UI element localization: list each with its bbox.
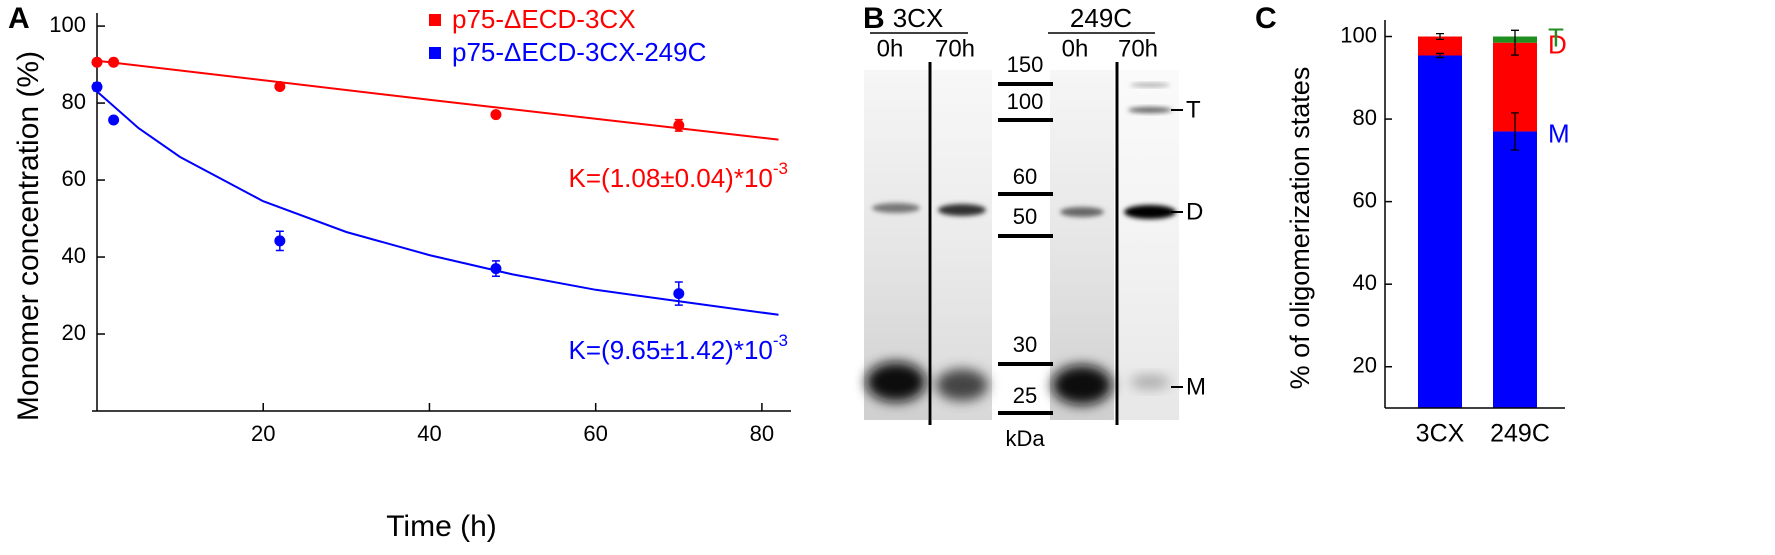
ladder-band <box>998 192 1053 196</box>
series-label: T <box>1548 22 1564 52</box>
annotation-sup: -3 <box>773 331 788 350</box>
band <box>1130 375 1170 389</box>
bar-segment <box>1493 131 1537 408</box>
legend-label: p75-ΔECD-3CX-249C <box>452 37 706 67</box>
lane-label: 70h <box>935 35 975 62</box>
x-tick-label: 40 <box>417 421 441 446</box>
ladder-unit: kDa <box>1005 426 1045 451</box>
x-tick-label: 3CX <box>1416 420 1465 448</box>
data-point <box>490 109 502 121</box>
ladder-label: 25 <box>1013 383 1037 408</box>
data-point <box>108 114 120 126</box>
y-tick-label: 20 <box>1353 353 1377 378</box>
series-label: D <box>1548 30 1567 60</box>
data-point <box>274 81 286 93</box>
panel-label: A <box>8 2 30 35</box>
x-tick-label: 20 <box>251 421 275 446</box>
annotation-text: K=(1.08±0.04)*10 <box>569 163 773 193</box>
lane-label: 0h <box>1062 35 1089 62</box>
group-label: 3CX <box>893 3 944 33</box>
lane <box>1050 70 1114 420</box>
y-tick-label: 40 <box>62 243 86 268</box>
lane-label: 0h <box>877 35 904 62</box>
legend-label: p75-ΔECD-3CX <box>452 4 636 34</box>
annotation-sup: -3 <box>773 159 788 178</box>
annotation: K=(9.65±1.42)*10-3 <box>569 331 788 364</box>
y-tick-label: 60 <box>62 166 86 191</box>
band-label: M <box>1186 373 1206 400</box>
lane <box>932 70 992 420</box>
x-axis-label: Time (h) <box>386 510 497 543</box>
band <box>936 369 988 401</box>
ladder-label: 150 <box>1007 52 1044 77</box>
ladder-band <box>998 118 1053 122</box>
gel: B 3CX 0h 70h 249C 0h 70h <box>863 2 1206 451</box>
data-point <box>108 56 120 68</box>
ladder-band <box>998 411 1053 415</box>
data-point <box>673 119 685 131</box>
error-bar <box>1511 29 1519 56</box>
panel-label: C <box>1255 2 1277 35</box>
band <box>872 203 920 213</box>
ladder-band <box>998 82 1053 86</box>
ladder-band <box>998 234 1053 238</box>
legend-swatch <box>429 47 441 59</box>
band <box>1124 205 1176 219</box>
ladder-band <box>998 362 1053 366</box>
bar-segment <box>1418 36 1462 56</box>
panel-label: B <box>863 2 885 35</box>
lane <box>1119 70 1179 420</box>
data-point <box>91 56 103 68</box>
x-tick-label: 60 <box>583 421 607 446</box>
band <box>1130 83 1170 87</box>
band <box>1052 365 1112 405</box>
data-point <box>91 81 103 93</box>
band <box>1060 207 1104 217</box>
series-label: M <box>1548 118 1570 148</box>
data-point <box>673 288 685 300</box>
x-tick-label: 80 <box>750 421 774 446</box>
error-bar <box>1436 32 1444 41</box>
y-tick-label: 80 <box>1353 105 1377 130</box>
ladder-label: 50 <box>1013 204 1037 229</box>
band <box>1128 107 1172 113</box>
fit-line <box>96 59 779 141</box>
annotation: K=(1.08±0.04)*10-3 <box>569 159 788 192</box>
lane-label: 70h <box>1118 35 1158 62</box>
group-label: 249C <box>1070 3 1132 33</box>
ladder-label: 60 <box>1013 164 1037 189</box>
ladder-label: 100 <box>1007 89 1044 114</box>
y-tick-label: 40 <box>1353 270 1377 295</box>
error-bar <box>1511 112 1519 151</box>
y-tick-label: 20 <box>62 320 86 345</box>
band <box>938 204 986 216</box>
lane <box>864 70 928 420</box>
fit-line <box>96 90 779 316</box>
error-bar <box>1436 52 1444 59</box>
band-label: D <box>1186 198 1203 225</box>
y-axis-label: Monomer concentration (%) <box>12 51 45 421</box>
band <box>866 362 926 402</box>
y-tick-label: 100 <box>1340 22 1377 47</box>
y-tick-label: 100 <box>49 12 86 37</box>
data-point <box>490 263 502 275</box>
y-tick-label: 80 <box>62 89 86 114</box>
y-axis-label: % of oligomerization states <box>1285 67 1315 390</box>
ladder-label: 30 <box>1013 332 1037 357</box>
bar-segment <box>1418 55 1462 409</box>
y-tick-label: 60 <box>1353 187 1377 212</box>
legend-swatch <box>429 14 441 26</box>
data-point <box>274 235 286 247</box>
x-tick-label: 249C <box>1490 420 1550 448</box>
band-label: T <box>1186 96 1201 123</box>
annotation-text: K=(9.65±1.42)*10 <box>569 335 773 365</box>
